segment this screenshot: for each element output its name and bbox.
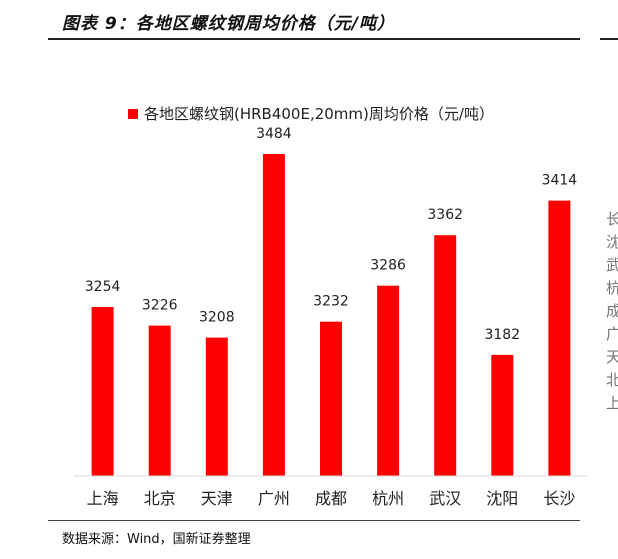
fragment-char: 长: [606, 210, 618, 228]
value-label: 3232: [313, 294, 349, 310]
bar-天津: [205, 337, 228, 476]
bottom-rule: [48, 520, 580, 521]
value-label: 3286: [370, 258, 406, 274]
fragment-char: 杭: [606, 279, 618, 297]
top-rule-right: [600, 38, 618, 40]
value-label: 3362: [427, 207, 463, 223]
chart-legend: 各地区螺纹钢(HRB400E,20mm)周均价格（元/吨）: [128, 105, 494, 123]
fragment-char: 天: [606, 348, 618, 366]
category-label: 沈阳: [486, 489, 518, 508]
category-label: 成都: [315, 489, 347, 508]
category-label: 长沙: [543, 489, 575, 508]
value-label: 3182: [484, 327, 520, 343]
bar-成都: [320, 321, 342, 476]
fragment-char: 上: [606, 394, 618, 412]
bar-广州: [262, 154, 285, 476]
legend-label: 各地区螺纹钢(HRB400E,20mm)周均价格（元/吨）: [144, 105, 494, 123]
category-label: 天津: [201, 489, 233, 508]
fragment-char: 成: [606, 302, 618, 320]
bar-长沙: [548, 200, 571, 476]
source-note: 数据来源：Wind，国新证券整理: [62, 532, 251, 547]
figure-title: 图表 9：各地区螺纹钢周均价格（元/吨）: [62, 14, 395, 34]
value-label: 3254: [85, 279, 121, 295]
bar-上海: [91, 307, 114, 476]
category-label: 上海: [87, 489, 119, 508]
top-rule: [48, 38, 580, 40]
bar-沈阳: [491, 354, 514, 476]
value-label: 3484: [256, 126, 292, 142]
fragment-char: 沈: [606, 233, 618, 251]
category-label: 武汉: [429, 489, 461, 508]
fragment-char: 广: [606, 325, 618, 343]
fragment-char: 武: [606, 256, 618, 274]
fragment-char: 北: [606, 371, 618, 389]
value-label: 3208: [199, 310, 235, 326]
category-label: 广州: [258, 489, 290, 508]
bar-武汉: [434, 235, 457, 476]
category-label: 北京: [144, 489, 176, 508]
bars-group: [91, 154, 571, 476]
value-label: 3226: [142, 298, 178, 314]
adjacent-column-fragment: 长 沈 武 杭 成 广 天 北 上: [606, 208, 618, 415]
category-labels-group: 上海 北京 天津 广州 成都 杭州 武汉 沈阳 长沙: [87, 489, 576, 508]
legend-swatch: [128, 109, 138, 119]
category-label: 杭州: [372, 489, 404, 508]
bar-北京: [148, 325, 171, 476]
value-label: 3414: [542, 173, 578, 189]
value-labels-group: 3254 3226 3208 3484 3232 3286 3362 3182 3414: [85, 126, 578, 343]
bar-杭州: [377, 285, 400, 476]
